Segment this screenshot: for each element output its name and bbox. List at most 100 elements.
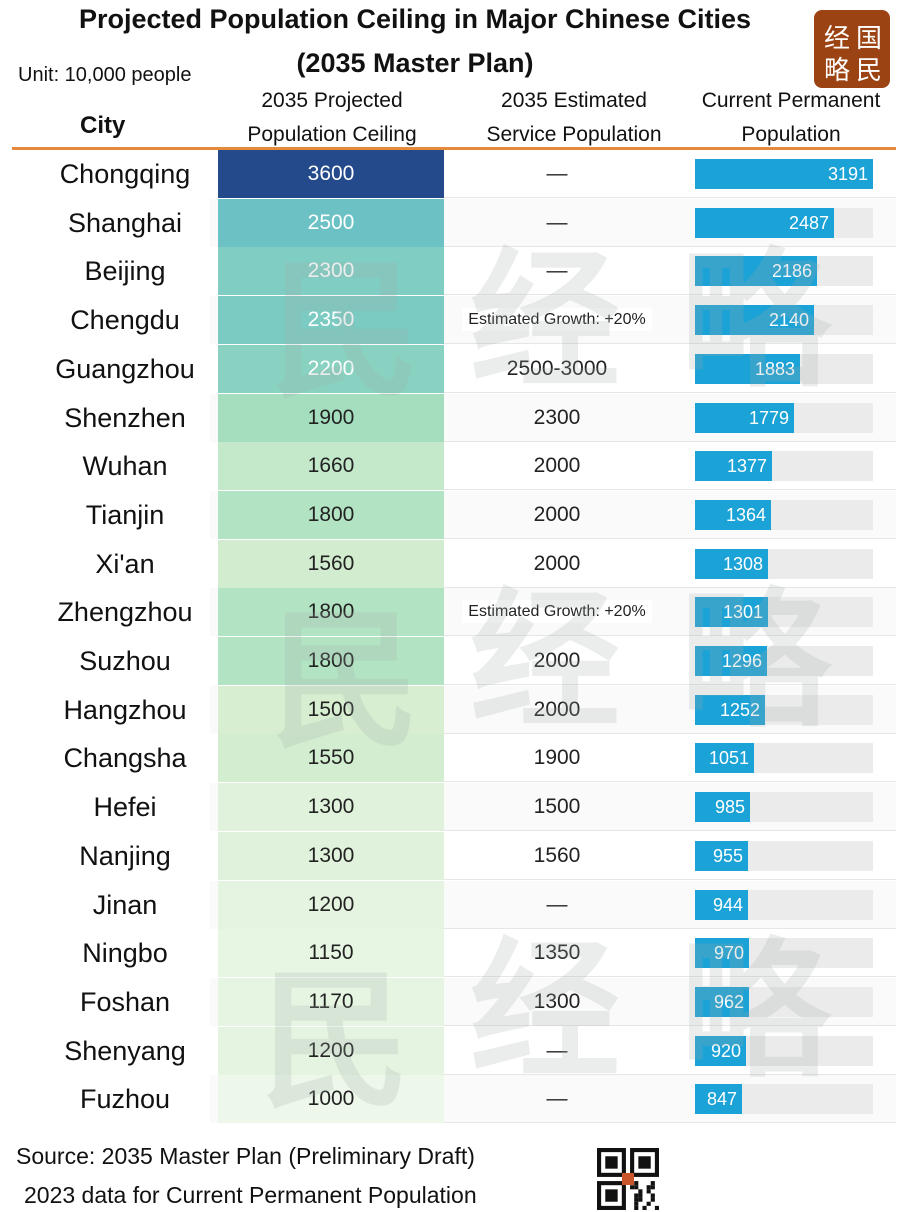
table-row: Chongqing 3600 — 3191: [0, 150, 904, 198]
city-name: Beijing: [84, 256, 166, 286]
row-divider: [444, 587, 896, 588]
ceiling-value: 2500: [218, 199, 444, 247]
table-row: Foshan 1170 1300 962: [0, 978, 904, 1026]
table-row: Changsha 1550 1900 1051: [0, 734, 904, 782]
header-current-line2: Population: [741, 123, 841, 146]
ceiling-value: 1170: [218, 978, 444, 1026]
service-value: 2500-3000: [506, 357, 608, 380]
header-ceiling-line1: 2035 Projected: [261, 89, 403, 112]
service-value: Estimated Growth: +20%: [444, 588, 670, 636]
current-population-bar: [695, 305, 814, 335]
current-population-label: 1779: [748, 408, 789, 428]
row-divider: [444, 879, 896, 880]
city-name: Ningbo: [82, 938, 168, 968]
header-current-line1: Current Permanent: [701, 89, 881, 112]
current-population-bar: [695, 938, 749, 968]
row-divider: [444, 1074, 896, 1075]
row-divider: [444, 343, 896, 344]
data-year-note: 2023 data for Current Permanent Populati…: [24, 1182, 477, 1208]
ceiling-value: 2200: [218, 345, 444, 393]
table-row: Jinan 1200 — 944: [0, 881, 904, 929]
current-population-bar: [695, 208, 834, 238]
row-divider: [444, 976, 896, 977]
service-value: Estimated Growth: +20%: [444, 296, 670, 344]
ceiling-value: 1300: [218, 832, 444, 880]
current-population-bar: [695, 451, 772, 481]
header-ceiling: 2035 Projected Population Ceiling: [212, 84, 452, 152]
current-population-bar: [695, 987, 749, 1017]
growth-note: Estimated Growth: +20%: [462, 308, 652, 331]
service-value: —: [546, 893, 568, 916]
service-value: —: [546, 211, 568, 234]
row-divider: [444, 733, 896, 734]
service-value: 2000: [533, 698, 581, 721]
current-population-bar: [695, 256, 817, 286]
city-name: Zhengzhou: [57, 597, 193, 627]
ceiling-value: 1500: [218, 686, 444, 734]
city-name: Fuzhou: [79, 1084, 171, 1114]
current-population-bar: [695, 354, 800, 384]
current-population-bar: [695, 646, 767, 676]
growth-note: Estimated Growth: +20%: [462, 600, 652, 623]
header-rule: [12, 147, 896, 150]
row-divider: [444, 830, 896, 831]
current-population-label: 962: [713, 992, 744, 1012]
city-name: Foshan: [79, 987, 171, 1017]
table-row: Tianjin 1800 2000 1364: [0, 491, 904, 539]
table-row: Hefei 1300 1500 985: [0, 783, 904, 831]
ceiling-value: 1660: [218, 442, 444, 490]
city-name: Hangzhou: [63, 695, 187, 725]
table-row: Nanjing 1300 1560 955: [0, 832, 904, 880]
table-row: Wuhan 1660 2000 1377: [0, 442, 904, 490]
city-name: Shenzhen: [64, 403, 186, 433]
current-population-label: 2186: [771, 261, 812, 281]
city-name: Chongqing: [59, 159, 191, 189]
service-value: —: [546, 1039, 568, 1062]
source-note: Source: 2035 Master Plan (Preliminary Dr…: [16, 1143, 475, 1169]
service-value: —: [546, 1087, 568, 1110]
ceiling-value: 1150: [218, 929, 444, 977]
service-value: 2300: [533, 406, 581, 429]
row-divider: [444, 392, 896, 393]
current-population-bar: [695, 597, 768, 627]
row-divider: [444, 441, 896, 442]
row-divider: [444, 684, 896, 685]
ceiling-value: 1800: [218, 637, 444, 685]
current-population-bar: [695, 159, 873, 189]
logo-char: 国: [856, 24, 883, 54]
current-population-bar: [695, 841, 748, 871]
chart-title: Projected Population Ceiling in Major Ch…: [78, 4, 752, 34]
city-name: Tianjin: [85, 500, 165, 530]
current-population-label: 920: [710, 1041, 741, 1061]
row-divider: [444, 781, 896, 782]
current-population-bar: [695, 743, 754, 773]
ceiling-value: 3600: [218, 150, 444, 198]
ceiling-value: 1200: [218, 881, 444, 929]
service-value: —: [546, 259, 568, 282]
current-population-label: 1883: [754, 359, 795, 379]
current-population-bar: [695, 792, 750, 822]
ceiling-value: 1300: [218, 783, 444, 831]
service-value: 1560: [533, 844, 581, 867]
table-row: Ningbo 1150 1350 970: [0, 929, 904, 977]
city-name: Suzhou: [79, 646, 171, 676]
service-value: 1500: [533, 795, 581, 818]
current-population-label: 3191: [827, 164, 868, 184]
current-population-bar: [695, 890, 748, 920]
ceiling-value: 1800: [218, 588, 444, 636]
header-service-line2: Service Population: [486, 123, 662, 146]
service-value: 1900: [533, 746, 581, 769]
header-service-line1: 2035 Estimated: [501, 89, 647, 112]
city-name: Wuhan: [82, 451, 168, 481]
current-population-bar: [695, 1084, 742, 1114]
current-population-bar: [695, 549, 768, 579]
service-value: 2000: [533, 454, 581, 477]
logo-char: 经: [824, 24, 851, 54]
city-name: Guangzhou: [55, 354, 195, 384]
logo-char: 略: [824, 56, 851, 86]
current-population-label: 847: [706, 1089, 737, 1109]
ceiling-value: 1550: [218, 734, 444, 782]
service-value: 2000: [533, 649, 581, 672]
ceiling-value: 2350: [218, 296, 444, 344]
chart-subtitle: (2035 Master Plan): [296, 48, 534, 78]
